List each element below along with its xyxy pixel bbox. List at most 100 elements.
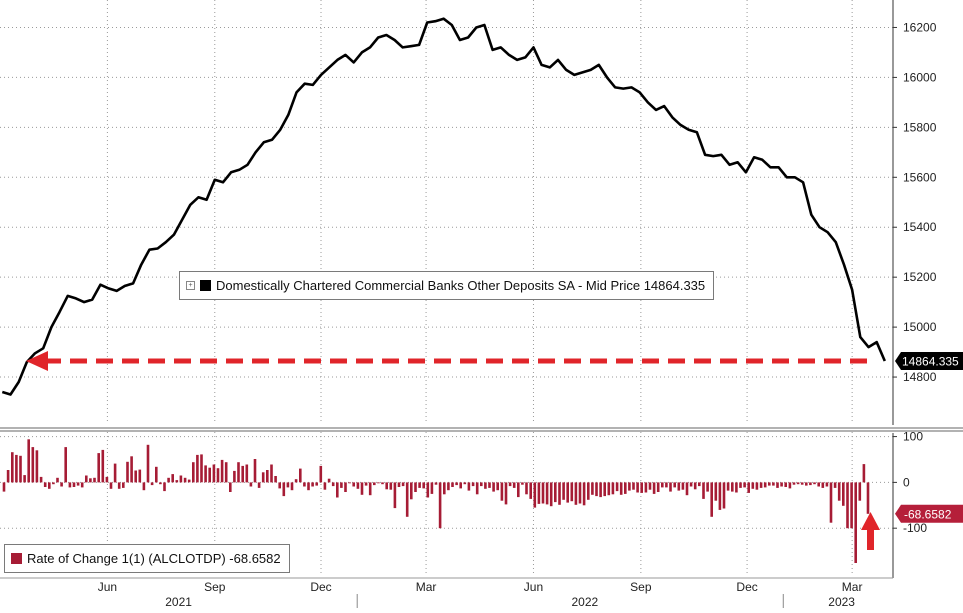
month-tick-label: Mar: [842, 580, 863, 594]
roc-bar: [373, 482, 376, 486]
roc-bar: [27, 439, 30, 483]
roc-bar: [854, 482, 857, 563]
roc-bar: [624, 482, 627, 494]
line-legend[interactable]: + Domestically Chartered Commercial Bank…: [179, 271, 715, 300]
roc-bar: [389, 482, 393, 490]
roc-bar: [393, 482, 397, 509]
roc-bar: [587, 482, 590, 500]
last-price-tag-bg: [895, 352, 963, 370]
roc-bar: [299, 468, 302, 483]
roc-bar: [48, 482, 51, 489]
roc-bar: [603, 482, 606, 497]
last-price-tag: 14864.335: [895, 352, 963, 370]
roc-bar: [792, 482, 796, 485]
last-roc-tag: -68.6582: [895, 504, 963, 523]
roc-bar: [414, 482, 417, 492]
roc-bar: [763, 482, 767, 488]
roc-bar: [693, 482, 697, 490]
month-tick-label: Jun: [98, 580, 117, 594]
roc-bar: [122, 482, 125, 488]
roc-bar: [60, 482, 63, 487]
roc-bar: [344, 482, 347, 492]
roc-bar: [537, 482, 541, 504]
roc-bar: [698, 482, 701, 487]
roc-bar: [426, 482, 430, 498]
roc-bar: [418, 482, 421, 488]
roc-bar: [381, 482, 384, 485]
roc-bar: [484, 482, 487, 489]
roc-bar: [270, 464, 273, 483]
roc-bar: [315, 482, 318, 486]
roc-bar: [282, 482, 286, 497]
roc-bar: [117, 482, 121, 489]
roc-bar: [422, 482, 425, 489]
roc-bar: [714, 482, 718, 501]
roc-bar: [842, 482, 845, 506]
roc-bar: [776, 482, 779, 488]
roc-legend-label: Rate of Change 1(1) (ALCLOTDP) -68.6582: [27, 551, 281, 566]
roc-bar: [829, 482, 833, 523]
roc-bar: [245, 464, 249, 483]
roc-bar: [261, 472, 265, 483]
roc-bar: [689, 482, 693, 487]
roc-bar: [286, 482, 290, 488]
roc-bar: [521, 482, 524, 485]
month-tick-label: Mar: [416, 580, 437, 594]
roc-bar: [130, 456, 133, 483]
roc-bar: [558, 482, 561, 505]
roc-bar: [294, 479, 298, 483]
roc-bar: [640, 482, 643, 493]
roc-bar: [85, 475, 88, 483]
roc-bar: [64, 447, 67, 483]
roc-bar: [368, 482, 372, 496]
roc-bar: [327, 478, 331, 483]
roc-bar: [175, 480, 179, 483]
roc-bar: [661, 482, 664, 488]
roc-bar: [722, 482, 726, 509]
roc-bar: [541, 482, 545, 504]
roc-bar: [241, 465, 244, 483]
roc-bar: [784, 482, 787, 487]
roc-bar: [138, 469, 142, 483]
roc-bar: [747, 482, 750, 493]
roc-bar: [385, 482, 388, 490]
roc-bar: [780, 482, 783, 487]
roc-bar: [718, 482, 722, 510]
roc-bar: [266, 470, 269, 483]
roc-bar: [200, 454, 203, 483]
roc-bar: [434, 482, 438, 485]
roc-bar: [97, 453, 100, 483]
roc-bar: [290, 482, 294, 491]
roc-bar: [39, 476, 43, 483]
roc-bar: [545, 482, 549, 505]
line-series-layer: [1, 17, 886, 396]
roc-bar: [669, 482, 672, 492]
roc-bar: [179, 475, 183, 483]
roc-bar: [208, 467, 211, 483]
roc-bar: [319, 465, 323, 483]
bar-series-layer: [2, 439, 870, 563]
month-tick-label: Sep: [204, 580, 226, 594]
roc-bar: [134, 470, 137, 483]
roc-bar: [163, 482, 166, 492]
roc-bar: [220, 459, 224, 483]
roc-bar: [15, 454, 18, 483]
expand-icon[interactable]: +: [186, 281, 195, 290]
roc-bar: [430, 482, 434, 494]
roc-tick-label: 0: [903, 475, 910, 489]
roc-bar: [278, 482, 281, 489]
roc-bar: [192, 462, 195, 483]
price-tick-label: 16200: [903, 20, 937, 34]
roc-bar: [187, 479, 191, 483]
annotation-layer: 14864.335 -68.6582: [26, 351, 963, 550]
roc-bar: [821, 482, 825, 488]
roc-bar: [397, 482, 401, 487]
roc-bar: [677, 482, 681, 491]
roc-bar: [570, 482, 574, 502]
roc-bar: [488, 482, 491, 488]
roc-legend[interactable]: Rate of Change 1(1) (ALCLOTDP) -68.6582: [4, 544, 290, 573]
roc-bar: [595, 482, 598, 497]
roc-bar: [833, 482, 837, 488]
roc-bar: [155, 466, 158, 483]
